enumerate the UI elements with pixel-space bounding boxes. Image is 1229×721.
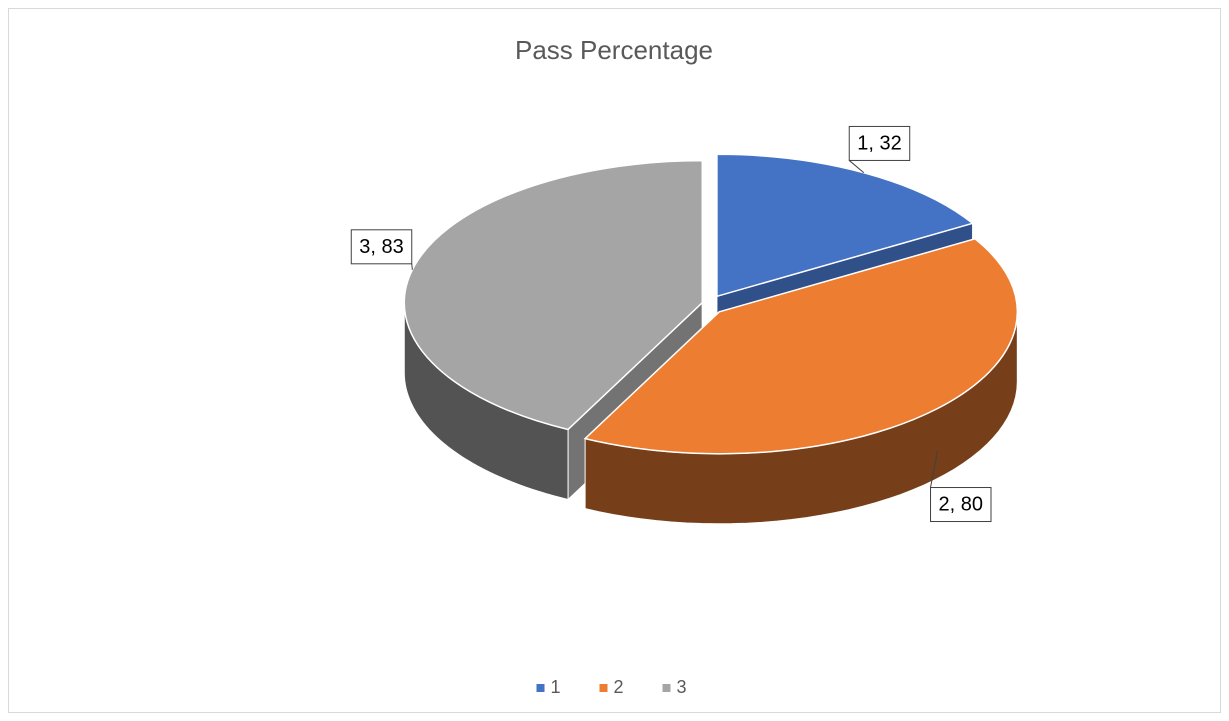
leader-line bbox=[930, 450, 939, 488]
slice bbox=[583, 238, 1019, 455]
legend-swatch bbox=[536, 684, 545, 692]
data-label: 2, 80 bbox=[939, 494, 983, 516]
chart-title: Pass Percentage bbox=[515, 35, 713, 65]
slice-tops bbox=[403, 153, 1019, 455]
legend-label: 3 bbox=[677, 677, 687, 697]
data-label-box bbox=[350, 229, 413, 265]
legend-label: 1 bbox=[551, 677, 561, 697]
data-label-box bbox=[848, 125, 911, 161]
data-label: 3, 83 bbox=[359, 236, 403, 258]
legend-swatch bbox=[599, 684, 608, 692]
data-label-box bbox=[930, 487, 992, 523]
data-label: 1, 32 bbox=[857, 132, 901, 154]
slice bbox=[716, 153, 975, 298]
leader-line bbox=[848, 160, 865, 174]
leader-line bbox=[411, 263, 413, 270]
legend-label: 2 bbox=[614, 677, 624, 697]
legend-swatch bbox=[662, 684, 671, 692]
